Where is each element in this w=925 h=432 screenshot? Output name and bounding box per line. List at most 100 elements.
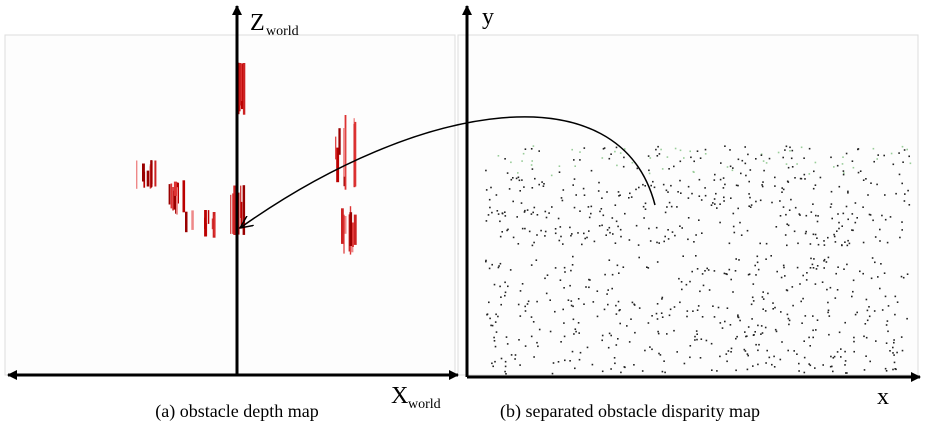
disparity-point	[812, 264, 814, 266]
disparity-point	[899, 174, 901, 176]
disparity-point	[885, 219, 887, 221]
disparity-point	[886, 370, 888, 372]
disparity-point	[792, 286, 794, 288]
disparity-point	[780, 311, 782, 313]
disparity-point	[648, 228, 650, 230]
disparity-point	[843, 268, 845, 270]
disparity-point	[696, 339, 698, 341]
disparity-point	[490, 187, 492, 189]
disparity-point	[890, 216, 892, 218]
disparity-point	[525, 345, 527, 347]
disparity-point	[765, 362, 767, 364]
depth-stripe	[185, 212, 188, 233]
disparity-point	[753, 283, 755, 285]
disparity-point	[902, 350, 904, 352]
disparity-point	[883, 155, 885, 157]
disparity-point	[734, 232, 736, 234]
disparity-point	[774, 307, 776, 309]
disparity-point	[902, 161, 904, 163]
disparity-point	[870, 182, 872, 184]
disparity-point	[873, 161, 875, 163]
disparity-point	[714, 179, 716, 181]
disparity-point	[831, 191, 833, 193]
disparity-point	[638, 257, 640, 259]
disparity-point	[737, 185, 739, 187]
disparity-point	[727, 307, 729, 309]
disparity-point	[617, 265, 619, 267]
disparity-point	[564, 360, 566, 362]
disparity-point	[494, 361, 496, 363]
disparity-point	[843, 172, 845, 174]
disparity-point	[500, 236, 502, 238]
disparity-point	[737, 314, 739, 316]
disparity-point	[589, 217, 591, 219]
disparity-point	[724, 273, 726, 275]
disparity-point	[797, 267, 799, 269]
disparity-point	[781, 191, 783, 193]
disparity-point	[761, 325, 763, 327]
disparity-point	[855, 314, 857, 316]
disparity-point	[841, 225, 843, 227]
disparity-point	[510, 162, 512, 164]
depth-stripe	[172, 187, 174, 211]
disparity-point	[792, 150, 794, 152]
disparity-point	[844, 364, 846, 366]
disparity-point	[736, 185, 738, 187]
depth-stripe	[233, 186, 235, 236]
disparity-point	[804, 357, 806, 359]
disparity-point	[810, 258, 812, 260]
disparity-point	[588, 206, 590, 208]
disparity-point	[540, 230, 542, 232]
disparity-point	[575, 194, 577, 196]
depth-stripe	[204, 210, 207, 237]
disparity-point	[574, 207, 576, 209]
disparity-point	[644, 185, 646, 187]
disparity-point	[787, 290, 789, 292]
disparity-point	[662, 297, 664, 299]
disparity-point	[601, 340, 603, 342]
disparity-point	[726, 361, 728, 363]
disparity-point	[563, 322, 565, 324]
disparity-point	[814, 367, 816, 369]
disparity-point	[788, 181, 790, 183]
disparity-point	[783, 265, 785, 267]
disparity-point	[649, 346, 651, 348]
disparity-point	[703, 285, 705, 287]
disparity-point	[766, 243, 768, 245]
disparity-point	[658, 333, 660, 335]
disparity-point	[800, 178, 802, 180]
disparity-point	[689, 151, 691, 153]
disparity-point	[892, 347, 894, 349]
disparity-point	[858, 148, 860, 150]
disparity-point	[549, 299, 551, 301]
disparity-point	[869, 214, 871, 216]
depth-stripe	[214, 216, 216, 236]
disparity-point	[562, 200, 564, 202]
disparity-point	[626, 325, 628, 327]
disparity-point	[489, 207, 491, 209]
disparity-point	[789, 209, 791, 211]
disparity-point	[533, 242, 535, 244]
disparity-point	[528, 301, 530, 303]
disparity-point	[795, 207, 797, 209]
depth-stripe	[142, 164, 145, 182]
disparity-point	[668, 238, 670, 240]
disparity-point	[648, 267, 650, 269]
disparity-point	[677, 191, 679, 193]
disparity-point	[760, 333, 762, 335]
disparity-point	[524, 228, 526, 230]
disparity-point	[885, 296, 887, 298]
disparity-point	[785, 214, 787, 216]
disparity-point	[740, 173, 742, 175]
disparity-point	[654, 187, 656, 189]
disparity-point	[863, 242, 865, 244]
disparity-point	[520, 290, 522, 292]
disparity-point	[799, 283, 801, 285]
disparity-point	[712, 305, 714, 307]
disparity-point	[616, 313, 618, 315]
disparity-point	[661, 312, 663, 314]
disparity-point	[620, 152, 622, 154]
disparity-point	[730, 324, 732, 326]
disparity-point	[813, 188, 815, 190]
disparity-point	[781, 341, 783, 343]
